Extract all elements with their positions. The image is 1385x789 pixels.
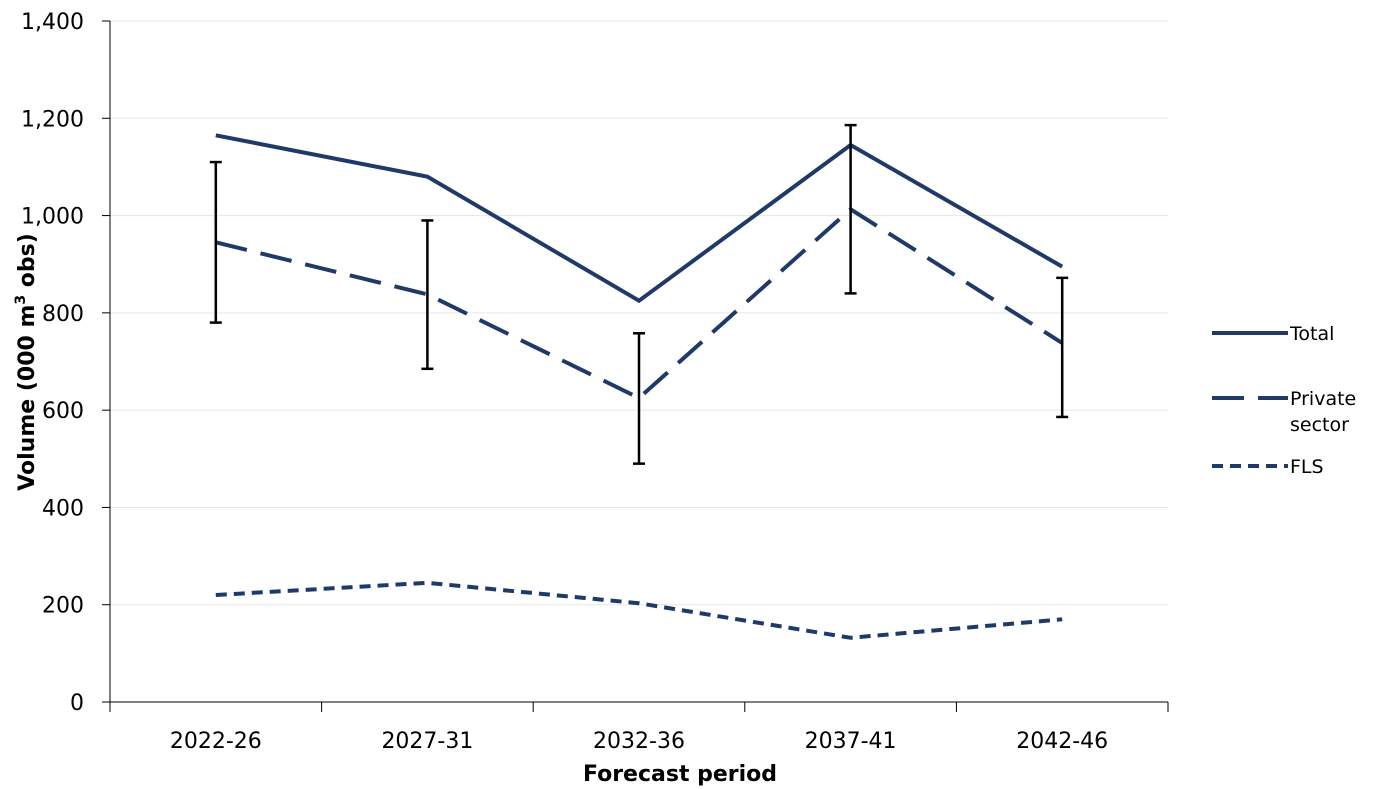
error-bar [844, 123, 857, 295]
axes [109, 21, 1168, 703]
y-tick-label: 400 [42, 496, 84, 521]
y-tick-label: 800 [42, 302, 84, 327]
x-tick-label: 2027-31 [381, 729, 473, 754]
gridlines [110, 20, 1168, 606]
series-lines [215, 133, 1064, 640]
y-tick-label: 1,200 [21, 107, 84, 132]
y-tick-label: 0 [70, 691, 84, 716]
series-line-fls [215, 580, 1063, 640]
y-axis-ticks: 0 200 400 600 800 1,000 1,200 1,400 [21, 10, 110, 716]
x-axis-title: Forecast period [583, 762, 777, 787]
error-bar [1056, 276, 1069, 419]
error-bar [633, 332, 645, 465]
legend-item: Total [1212, 323, 1334, 345]
legend-item: FLS [1212, 456, 1324, 478]
y-tick-label: 1,400 [21, 10, 84, 35]
x-tick-label: 2022-26 [170, 729, 262, 754]
x-tick-label: 2032-36 [593, 729, 685, 754]
legend-item: Private sector [1212, 388, 1356, 436]
legend-label: FLS [1290, 456, 1324, 478]
x-tick-label: 2042-46 [1016, 729, 1108, 754]
legend-label: Private sector [1290, 388, 1356, 436]
error-bars [209, 123, 1069, 465]
y-tick-label: 1,000 [21, 205, 84, 230]
x-axis-ticks: 2022-26 2027-31 2032-36 2037-41 2042-46 [109, 702, 1169, 754]
y-axis-title-main: Volume (000 m [15, 305, 40, 491]
legend-label: Total [1289, 323, 1334, 345]
y-axis-title-unit: obs) [15, 233, 40, 295]
series-line-private-sector [215, 206, 1064, 401]
y-axis-title-superscript: 3 [13, 295, 29, 305]
legend: Total Private sector FLS [1212, 323, 1356, 478]
error-bar [421, 219, 434, 371]
series-line-total [215, 133, 1064, 304]
y-axis-title: Volume (000 m3 obs) [13, 233, 40, 491]
error-bar [209, 160, 222, 324]
y-tick-label: 600 [42, 399, 84, 424]
x-tick-label: 2037-41 [805, 729, 897, 754]
y-tick-label: 200 [42, 594, 84, 619]
